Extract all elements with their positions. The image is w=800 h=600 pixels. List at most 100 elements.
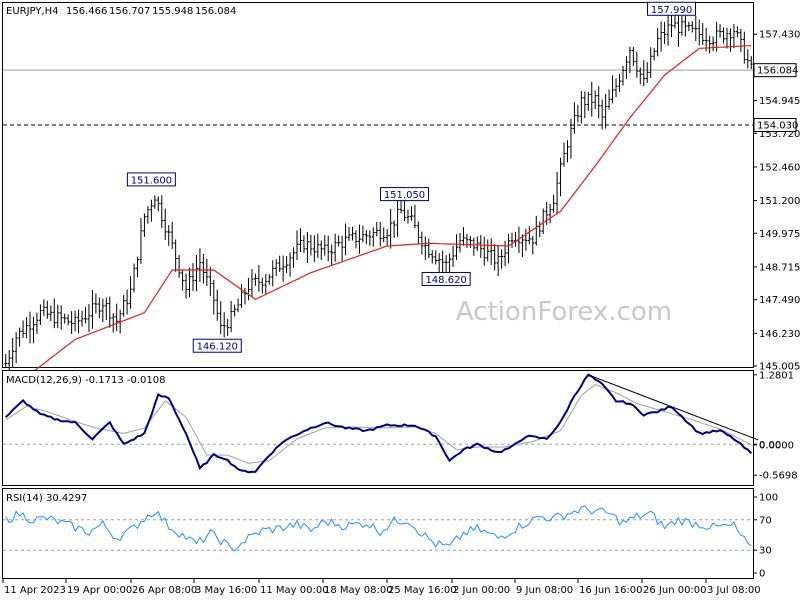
price-bar [226, 318, 230, 336]
price-bar [11, 338, 15, 368]
x-tick-label: 26 Apr 08:00 [132, 585, 197, 596]
price-bar [496, 245, 500, 277]
price-bar [479, 234, 483, 258]
price-axis: 157.430 154.945 153.720 152.460 151.200 149.9… [753, 30, 800, 373]
price-bar [392, 220, 396, 238]
price-bar [253, 273, 257, 286]
price-bar [631, 47, 635, 66]
moving-average-line [5, 45, 752, 394]
y-tick-label: 147.490 [759, 295, 800, 306]
price-bar [597, 86, 601, 119]
price-bar [215, 289, 219, 321]
x-tick-label: 11 Apr 2023 [4, 585, 66, 596]
price-bar [292, 247, 296, 269]
price-bar [281, 255, 285, 282]
price-bar [676, 12, 680, 47]
x-tick-label: 2 Jun 00:00 [453, 585, 510, 596]
price-bar [614, 78, 618, 98]
price-bar [690, 21, 694, 33]
y-tick-label: 149.975 [759, 229, 800, 240]
x-tick-label: 11 May 00:00 [260, 585, 329, 596]
price-bar [579, 91, 583, 124]
price-bar [181, 269, 185, 291]
macd-trendline [588, 374, 759, 441]
price-bar [52, 298, 56, 329]
price-bar [735, 26, 739, 38]
price-bar [142, 213, 146, 237]
price-bar [250, 269, 254, 298]
macd-panel: 1.2801 0.000.0000 -0.5698 MACD(12,26,9) -0… [2, 370, 798, 486]
price-bar [73, 310, 77, 332]
price-bar [194, 255, 198, 292]
y-tick-label: 0.00 [759, 440, 781, 451]
price-bar [357, 224, 361, 254]
watermark: ActionForex.com [456, 297, 672, 327]
svg-text:148.620: 148.620 [425, 275, 466, 286]
price-bar [264, 273, 268, 294]
y-tick-label: 30 [759, 546, 772, 557]
svg-text:151.050: 151.050 [384, 190, 425, 201]
ohlc-low: 155.948 [152, 6, 193, 17]
price-bar [80, 310, 84, 327]
price-bar [728, 28, 732, 52]
price-bar [330, 244, 334, 266]
svg-text:146.120: 146.120 [197, 342, 238, 353]
price-bar [136, 256, 140, 278]
price-bar [368, 230, 372, 246]
price-bar [451, 245, 455, 267]
macd-axis: 1.2801 0.000.0000 -0.5698 [753, 370, 798, 482]
price-bar [527, 226, 531, 245]
price-bar [59, 305, 63, 330]
price-bar [541, 208, 545, 235]
price-bar [326, 235, 330, 262]
price-bar [590, 81, 594, 117]
price-bar [382, 227, 386, 243]
price-bar [323, 235, 327, 256]
price-bar [149, 199, 153, 222]
price-bar [56, 304, 60, 329]
svg-text:154.030: 154.030 [757, 121, 798, 132]
price-bar [472, 237, 476, 256]
svg-text:156.084: 156.084 [757, 66, 798, 77]
price-bar [475, 236, 479, 251]
price-bar [503, 240, 507, 267]
price-bar [749, 56, 753, 70]
price-bars [4, 8, 753, 373]
price-bar [129, 276, 133, 309]
price-bar [198, 248, 202, 283]
price-bar [416, 221, 420, 244]
price-bar [569, 118, 573, 159]
price-bar [621, 65, 625, 86]
price-bar [468, 236, 472, 248]
x-tick-label: 19 Apr 00:00 [67, 585, 132, 596]
price-bar [559, 157, 563, 197]
y-tick-label: 100 [759, 493, 778, 504]
price-bar [63, 313, 67, 324]
support-label: 154.030 [753, 118, 798, 133]
price-bar [350, 226, 354, 241]
price-bar [201, 253, 205, 284]
price-bar [448, 253, 452, 275]
price-bar [593, 90, 597, 110]
price-bar [701, 23, 705, 46]
price-bar [28, 311, 32, 344]
price-bar [115, 303, 119, 332]
price-bar [274, 259, 278, 276]
x-tick-label: 3 May 16:00 [195, 585, 257, 596]
price-bar [583, 91, 587, 119]
price-panel: ActionForex.com 157.430 154.945 153.720 152… [2, 1, 800, 394]
price-bar [309, 234, 313, 256]
rsi-panel: 100 70 30 0 RSI(14) 30.4297 [2, 488, 778, 580]
price-bar [146, 206, 150, 224]
price-bar [389, 208, 393, 249]
price-bar [739, 29, 743, 53]
y-tick-label: 145.005 [759, 362, 800, 373]
rsi-title: RSI(14) 30.4297 [6, 493, 87, 504]
price-bar [97, 297, 101, 319]
price-bar [14, 331, 18, 364]
price-bar [101, 298, 105, 322]
price-bar [188, 267, 192, 298]
price-bar [38, 304, 42, 326]
price-bar [243, 287, 247, 305]
price-bar [697, 19, 701, 46]
